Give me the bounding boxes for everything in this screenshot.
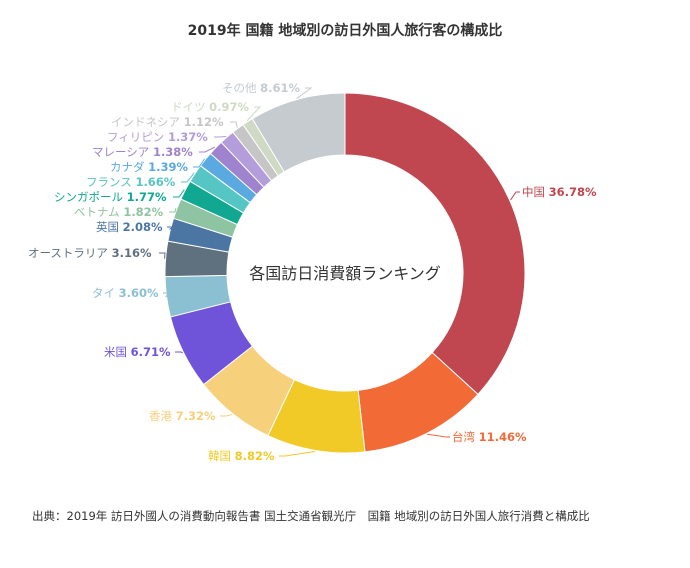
slice-label-name: 中国	[522, 185, 549, 199]
slice-label-value: 1.66%	[135, 175, 175, 189]
slice-label: マレーシア 1.38%	[92, 145, 193, 159]
slice-label-name: 台湾	[452, 430, 479, 444]
slice-label: 英国 2.08%	[96, 220, 163, 234]
label-leader-line	[279, 451, 316, 457]
slice-label-value: 1.38%	[153, 145, 193, 159]
slice-label-value: 36.78%	[549, 185, 597, 199]
slice-label: タイ 3.60%	[92, 286, 159, 300]
slice-label: インドネシア 1.12%	[111, 115, 224, 129]
donut-slice[interactable]	[251, 92, 346, 173]
label-leader-line	[181, 172, 195, 183]
slice-label: 中国 36.78%	[522, 185, 597, 199]
slice-label-name: 韓国	[208, 449, 235, 463]
slice-label-name: マレーシア	[92, 145, 153, 159]
chart-title: 2019年 国籍 地域別の訪日外国人旅行客の構成比	[187, 23, 503, 39]
donut-slice[interactable]	[344, 92, 526, 396]
slice-label-name: ベトナム	[74, 205, 123, 219]
slice-label-value: 1.82%	[123, 205, 163, 219]
label-leader-line	[510, 191, 520, 201]
label-leader-line	[199, 146, 216, 153]
slice-label-name: その他	[222, 81, 260, 95]
slice-label-value: 3.16%	[112, 246, 152, 260]
slice-label-name: ドイツ	[171, 100, 209, 114]
slice-label-name: 米国	[104, 345, 131, 359]
slice-label-value: 0.97%	[209, 100, 249, 114]
slice-label-name: 香港	[149, 409, 176, 423]
label-leader-line	[246, 106, 262, 122]
label-leader-line	[296, 87, 313, 99]
slice-label-name: カナダ	[110, 160, 148, 174]
slice-label-name: インドネシア	[111, 115, 184, 129]
donut-center-text: 各国訪日消費額ランキング	[249, 264, 441, 283]
slice-label: ベトナム 1.82%	[74, 205, 164, 219]
slice-label-value: 1.39%	[148, 160, 188, 174]
label-leader-line	[220, 414, 233, 417]
slice-label-value: 1.77%	[127, 190, 167, 204]
label-leader-line	[163, 292, 171, 298]
label-leader-line	[230, 121, 238, 128]
source-note: 出典：2019年 訪日外國人の消費動向報告書 国土交通省観光庁 国籍 地域別の訪…	[32, 509, 590, 523]
slice-label-name: フランス	[86, 175, 135, 189]
label-leader-line	[427, 433, 450, 438]
slice-label-value: 1.37%	[168, 130, 208, 144]
slice-label: 香港 7.32%	[149, 409, 216, 423]
slice-label-value: 7.32%	[176, 409, 216, 423]
slice-label-name: タイ	[92, 286, 119, 300]
label-leader-line	[175, 351, 183, 354]
slice-label-value: 3.60%	[119, 286, 159, 300]
slice-label-value: 8.61%	[260, 81, 300, 95]
slice-label: シンガポール 1.77%	[54, 190, 167, 204]
slice-label: ドイツ 0.97%	[171, 100, 250, 114]
slice-label-value: 1.12%	[184, 115, 224, 129]
slice-label: フランス 1.66%	[86, 175, 176, 189]
slice-label-value: 8.82%	[235, 449, 275, 463]
slice-label: 台湾 11.46%	[452, 430, 527, 444]
slice-label: オーストラリア 3.16%	[28, 246, 152, 260]
slice-label-name: フィリピン	[107, 130, 168, 144]
slice-label: フィリピン 1.37%	[107, 130, 208, 144]
label-leader-line	[167, 226, 175, 230]
label-leader-line	[169, 208, 177, 213]
slice-label-value: 2.08%	[123, 220, 163, 234]
label-leader-line	[214, 135, 227, 138]
slice-label-value: 6.71%	[131, 345, 171, 359]
label-leader-line	[173, 189, 185, 198]
slice-label-value: 11.46%	[479, 430, 527, 444]
slice-label: 米国 6.71%	[104, 345, 171, 359]
slice-label: 韓国 8.82%	[208, 449, 275, 463]
label-leader-line	[193, 158, 205, 168]
slice-label: その他 8.61%	[222, 81, 301, 95]
slice-label: カナダ 1.39%	[110, 160, 189, 174]
label-leader-line	[159, 252, 166, 259]
slice-label-name: オーストラリア	[28, 246, 112, 260]
slice-label-name: シンガポール	[54, 190, 127, 204]
slice-label-name: 英国	[96, 220, 123, 234]
